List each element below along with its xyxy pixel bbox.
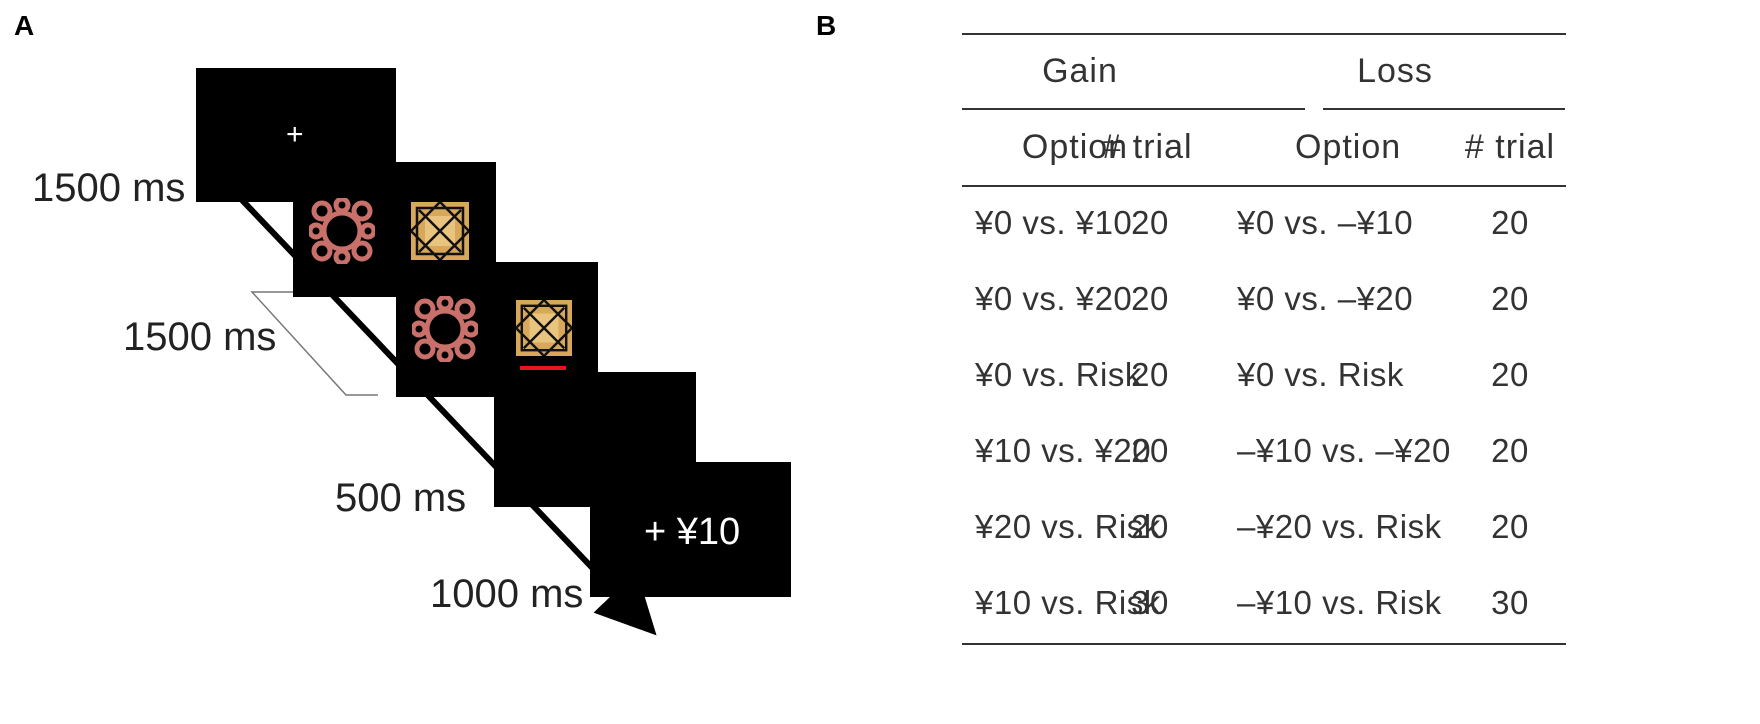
group-header-gain: Gain: [1042, 52, 1118, 90]
gain-option: ¥10 vs. ¥20: [975, 432, 1152, 469]
loss-option: ¥0 vs. –¥10: [1237, 204, 1414, 241]
loss-trials: 20: [1491, 508, 1529, 545]
column-header-gain-option: Option: [1021, 128, 1129, 166]
loss-option: ¥0 vs. –¥20: [1237, 280, 1414, 317]
feedback-text: + ¥10: [644, 511, 741, 553]
loss-trials: 30: [1491, 584, 1529, 621]
gain-trials: 20: [1131, 432, 1169, 469]
timing-options: 1500 ms: [123, 315, 277, 359]
loss-option: ¥0 vs. Risk: [1237, 356, 1404, 393]
gain-trials: 20: [1131, 204, 1169, 241]
loss-rule: [1323, 108, 1565, 110]
gain-trials: 30: [1131, 584, 1169, 621]
gain-rule: [962, 108, 1305, 110]
timing-feedback: 1000 ms: [430, 572, 584, 616]
choice-marker: [520, 366, 566, 370]
gain-option: ¥20 vs. Risk: [975, 508, 1161, 545]
loss-option: –¥20 vs. Risk: [1237, 508, 1442, 545]
trial-table: Gain Loss Option # trial Option # trial …: [955, 0, 1760, 724]
trial-timeline-figure: +: [32, 68, 791, 636]
loss-option: –¥10 vs. Risk: [1237, 584, 1442, 621]
loss-trials: 20: [1491, 280, 1529, 317]
gain-trials: 20: [1131, 280, 1169, 317]
gain-option: ¥0 vs. ¥20: [975, 280, 1133, 317]
loss-trials: 20: [1491, 356, 1529, 393]
column-header-loss-trial: # trial: [1464, 128, 1556, 166]
loss-trials: 20: [1491, 204, 1529, 241]
stimulus-left-icon: [309, 198, 375, 264]
gain-option: ¥0 vs. ¥10: [975, 204, 1133, 241]
panel-label-b: B: [816, 10, 837, 41]
loss-option: –¥10 vs. –¥20: [1237, 432, 1451, 469]
stimulus-left-icon: [412, 296, 478, 362]
timing-blank: 500 ms: [335, 476, 467, 520]
table-top-rule: [962, 33, 1566, 35]
timing-fixation: 1500 ms: [32, 166, 186, 210]
loss-trials: 20: [1491, 432, 1529, 469]
screen-feedback: + ¥10: [590, 462, 791, 597]
gain-trials: 20: [1131, 508, 1169, 545]
gain-option: ¥10 vs. Risk: [975, 584, 1161, 621]
fixation-cross: +: [286, 118, 304, 151]
table-bottom-rule: [962, 643, 1566, 645]
panel-label-a: A: [14, 10, 35, 41]
stimulus-right-icon: [516, 300, 572, 356]
group-header-loss: Loss: [1357, 52, 1433, 90]
column-header-loss-option: Option: [1295, 128, 1402, 166]
duration-bracket: [250, 291, 378, 396]
gain-trials: 20: [1131, 356, 1169, 393]
header-rule: [962, 185, 1566, 187]
stimulus-right-icon: [411, 202, 469, 260]
gain-option: ¥0 vs. Risk: [975, 356, 1142, 393]
column-header-gain-trial: # trial: [1102, 128, 1193, 166]
